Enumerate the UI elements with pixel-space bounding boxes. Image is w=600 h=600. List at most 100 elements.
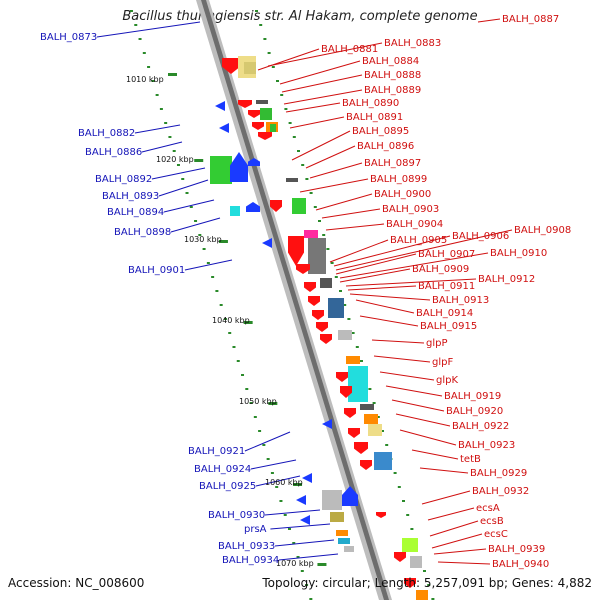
gene-label-forward: BALH_0884	[362, 56, 419, 67]
gene-label-reverse: BALH_0893	[102, 191, 159, 202]
gene-label-forward: BALH_0932	[472, 486, 529, 497]
tick-mark	[292, 542, 296, 544]
tick-mark	[253, 416, 257, 418]
gene-feature	[292, 198, 306, 214]
tick-mark	[385, 444, 389, 446]
gene-feature	[348, 428, 360, 438]
tick-mark	[292, 136, 296, 138]
gene-feature	[210, 156, 232, 184]
major-tick	[243, 321, 253, 324]
gene-feature	[404, 578, 416, 588]
gene-feature	[336, 372, 348, 382]
tick-mark	[159, 108, 163, 110]
gene-label-forward: BALH_0940	[492, 559, 549, 570]
gene-feature	[246, 202, 260, 212]
tick-mark	[130, 10, 133, 12]
label-leader-line	[291, 130, 351, 161]
tick-mark	[284, 108, 288, 110]
gene-feature	[374, 452, 392, 470]
gene-feature	[364, 414, 378, 424]
major-tick	[293, 483, 303, 486]
tick-mark	[339, 290, 342, 292]
gene-feature	[320, 278, 332, 288]
gene-label-forward: ecsC	[484, 529, 508, 540]
label-leader-line	[141, 141, 183, 153]
label-leader-lines	[96, 18, 513, 565]
gene-feature	[416, 590, 428, 600]
tick-mark	[360, 360, 363, 362]
tick-mark	[249, 402, 253, 404]
tick-mark	[228, 332, 232, 334]
tick-mark	[279, 500, 283, 502]
label-leader-line	[96, 21, 201, 38]
tick-mark	[305, 178, 309, 180]
gene-label-reverse: BALH_0924	[194, 464, 251, 475]
tick-mark	[223, 318, 227, 320]
gene-feature	[238, 100, 252, 108]
tick-mark	[147, 66, 151, 68]
gene-label-forward: BALH_0890	[342, 98, 399, 109]
label-leader-line	[477, 18, 501, 23]
gene-feature	[344, 408, 356, 418]
gene-feature	[368, 424, 382, 436]
gene-feature	[252, 122, 264, 130]
label-leader-line	[391, 399, 445, 412]
gene-feature	[402, 538, 418, 552]
gene-label-forward: BALH_0913	[432, 295, 489, 306]
tick-mark	[296, 556, 300, 558]
gene-feature	[348, 366, 368, 402]
gene-label-forward: BALH_0919	[444, 391, 501, 402]
tick-mark	[185, 192, 189, 194]
label-leader-line	[421, 490, 471, 505]
tick-mark	[262, 444, 266, 446]
label-leader-line	[285, 102, 341, 113]
label-leader-line	[257, 48, 320, 71]
label-leader-line	[427, 507, 475, 521]
label-leader-line	[349, 293, 431, 301]
gene-feature	[222, 58, 240, 74]
label-leader-line	[345, 278, 477, 287]
tick-mark	[211, 276, 215, 278]
tick-mark	[202, 248, 206, 250]
gene-feature	[308, 296, 320, 306]
gene-label-forward: BALH_0915	[420, 321, 477, 332]
tick-mark	[343, 304, 347, 306]
tick-mark	[164, 122, 168, 124]
gene-label-forward: glpP	[426, 338, 448, 349]
gene-feature	[320, 334, 332, 344]
tick-mark	[431, 598, 435, 600]
gene-feature	[330, 512, 344, 522]
gene-label-reverse: prsA	[244, 524, 267, 535]
tick-mark	[168, 136, 172, 138]
gene-feature	[328, 298, 344, 318]
gene-feature	[344, 546, 354, 552]
major-tick	[194, 159, 204, 162]
label-leader-line	[395, 413, 451, 427]
scale-label: 1050 kbp	[239, 397, 277, 406]
tick-mark	[300, 570, 304, 572]
gene-label-forward: BALH_0897	[364, 158, 421, 169]
gene-feature	[270, 200, 282, 212]
reverse-gene-arrow	[296, 495, 306, 505]
tick-mark	[283, 514, 287, 516]
gene-label-reverse: BALH_0930	[208, 510, 265, 521]
label-leader-line	[335, 229, 513, 271]
tick-mark	[266, 458, 270, 460]
gene-label-forward: BALH_0929	[470, 468, 527, 479]
gene-feature	[304, 282, 316, 292]
gene-feature	[338, 330, 352, 340]
label-leader-line	[411, 449, 459, 460]
gene-feature	[410, 556, 422, 568]
scale-ticks	[130, 10, 435, 600]
gene-label-forward: BALH_0896	[357, 141, 414, 152]
gene-features	[210, 56, 428, 600]
label-leader-line	[373, 355, 431, 363]
scale-labels: 1010 kbp 1020 kbp 1030 kbp 1040 kbp 1050 kbp…	[126, 75, 314, 568]
gene-feature	[340, 386, 352, 398]
gene-feature	[230, 152, 248, 182]
gene-label-reverse: BALH_0892	[95, 174, 152, 185]
topology-text: Topology: circular; Length: 5,257,091 bp…	[262, 576, 592, 590]
tick-mark	[309, 192, 313, 194]
gene-label-forward: BALH_0887	[502, 14, 559, 25]
genome-backbone-edge	[201, 0, 389, 600]
